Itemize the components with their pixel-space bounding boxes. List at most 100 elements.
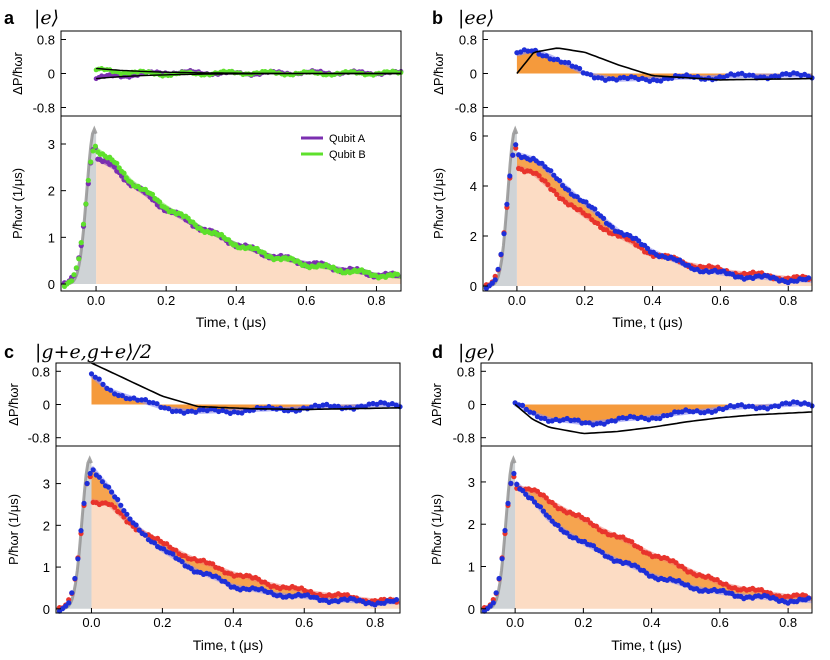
data-point (542, 178, 548, 184)
data-point (193, 409, 199, 415)
bottom-frame (482, 115, 813, 292)
x-tick-label: 0.2 (574, 615, 592, 630)
y-tick-label: 6 (470, 129, 477, 144)
data-point (173, 547, 179, 553)
data-point (499, 556, 505, 562)
data-point (157, 199, 163, 205)
data-point (189, 408, 195, 414)
data-point (592, 206, 598, 212)
data-point (548, 168, 554, 174)
data-point (158, 404, 164, 410)
x-axis-label: Time, t (μs) (196, 314, 267, 330)
bottom-frame (55, 445, 401, 614)
data-point (538, 415, 544, 421)
data-point (324, 401, 330, 407)
y-tick-label: 2 (470, 229, 477, 244)
data-point (657, 415, 663, 422)
y-axis-label-bottom: P/ħωr (1/μs) (6, 494, 21, 565)
data-point (76, 256, 82, 262)
data-point (636, 238, 642, 244)
data-point (394, 271, 401, 277)
x-tick-label: 0.2 (157, 293, 175, 308)
data-point (520, 488, 526, 494)
blue-points (481, 470, 812, 614)
data-point (366, 401, 372, 407)
data-point (210, 561, 216, 567)
data-point (508, 480, 514, 486)
data-point (88, 159, 94, 165)
y-tick-label: 2 (43, 518, 50, 533)
data-point (81, 500, 87, 506)
data-point (505, 500, 511, 506)
x-tick-label: 0.4 (227, 293, 245, 308)
data-point (601, 215, 607, 221)
data-point (661, 413, 667, 419)
data-point (169, 408, 176, 415)
data-point (121, 170, 127, 176)
pulse-fill (61, 129, 97, 284)
data-point (601, 421, 607, 427)
state-label: |g+e,g+e⟩/2 (35, 341, 152, 363)
area-baseline (96, 158, 401, 284)
data-point (78, 240, 84, 246)
data-point (523, 491, 529, 497)
data-point (612, 418, 618, 424)
model-curve (91, 362, 401, 411)
data-point (90, 467, 96, 473)
data-point (127, 516, 133, 522)
x-axis-label: Time, t (μs) (612, 314, 683, 330)
data-point (746, 403, 752, 409)
data-point (115, 496, 121, 503)
data-point (698, 410, 704, 416)
data-point (537, 504, 544, 510)
data-point (546, 514, 552, 520)
data-point (106, 484, 112, 490)
data-point (574, 194, 580, 200)
y-tick-label: 0 (43, 398, 50, 413)
data-point (750, 403, 756, 409)
state-label: |e⟩ (34, 7, 59, 29)
data-point (543, 53, 550, 59)
data-point (378, 399, 384, 405)
x-tick-label: 0.2 (576, 293, 594, 308)
delta-area (516, 50, 812, 80)
panel-label: c (4, 342, 14, 362)
y-axis-label-bottom: P/ħωr (1/μs) (431, 168, 446, 239)
x-tick-label: 0.8 (367, 293, 385, 308)
data-point (511, 470, 517, 477)
panel-label: b (432, 8, 443, 28)
data-point (123, 395, 129, 402)
data-point (566, 60, 572, 66)
blue-points (61, 143, 401, 289)
data-point (216, 408, 222, 415)
panel-label: a (4, 8, 15, 28)
data-point (109, 489, 115, 495)
data-point (127, 396, 133, 402)
data-point (135, 397, 141, 403)
y-tick-label: 3 (48, 137, 55, 152)
x-tick-label: 0.8 (366, 615, 384, 630)
data-point (510, 152, 516, 158)
y-tick-label: 3 (468, 475, 475, 490)
y-tick-label: 0 (48, 277, 55, 292)
data-point (92, 374, 98, 380)
data-point (179, 559, 185, 565)
x-tick-label: 0.0 (506, 615, 524, 630)
data-point (358, 403, 364, 409)
y-axis-label-top: ΔP/ħωr (429, 382, 444, 425)
data-point (308, 404, 314, 410)
data-point (71, 272, 77, 278)
blue-points (483, 142, 812, 291)
data-point (519, 402, 526, 408)
y-tick-label: 0.8 (37, 33, 55, 48)
data-point (239, 410, 245, 416)
x-tick-label: 0.6 (711, 293, 729, 308)
data-point (591, 75, 598, 81)
data-point (653, 415, 659, 422)
data-point (385, 402, 391, 408)
y-tick-label: 0 (468, 398, 475, 413)
data-point (118, 502, 124, 508)
data-point (554, 191, 560, 198)
data-point (543, 495, 549, 501)
data-point (88, 371, 95, 377)
